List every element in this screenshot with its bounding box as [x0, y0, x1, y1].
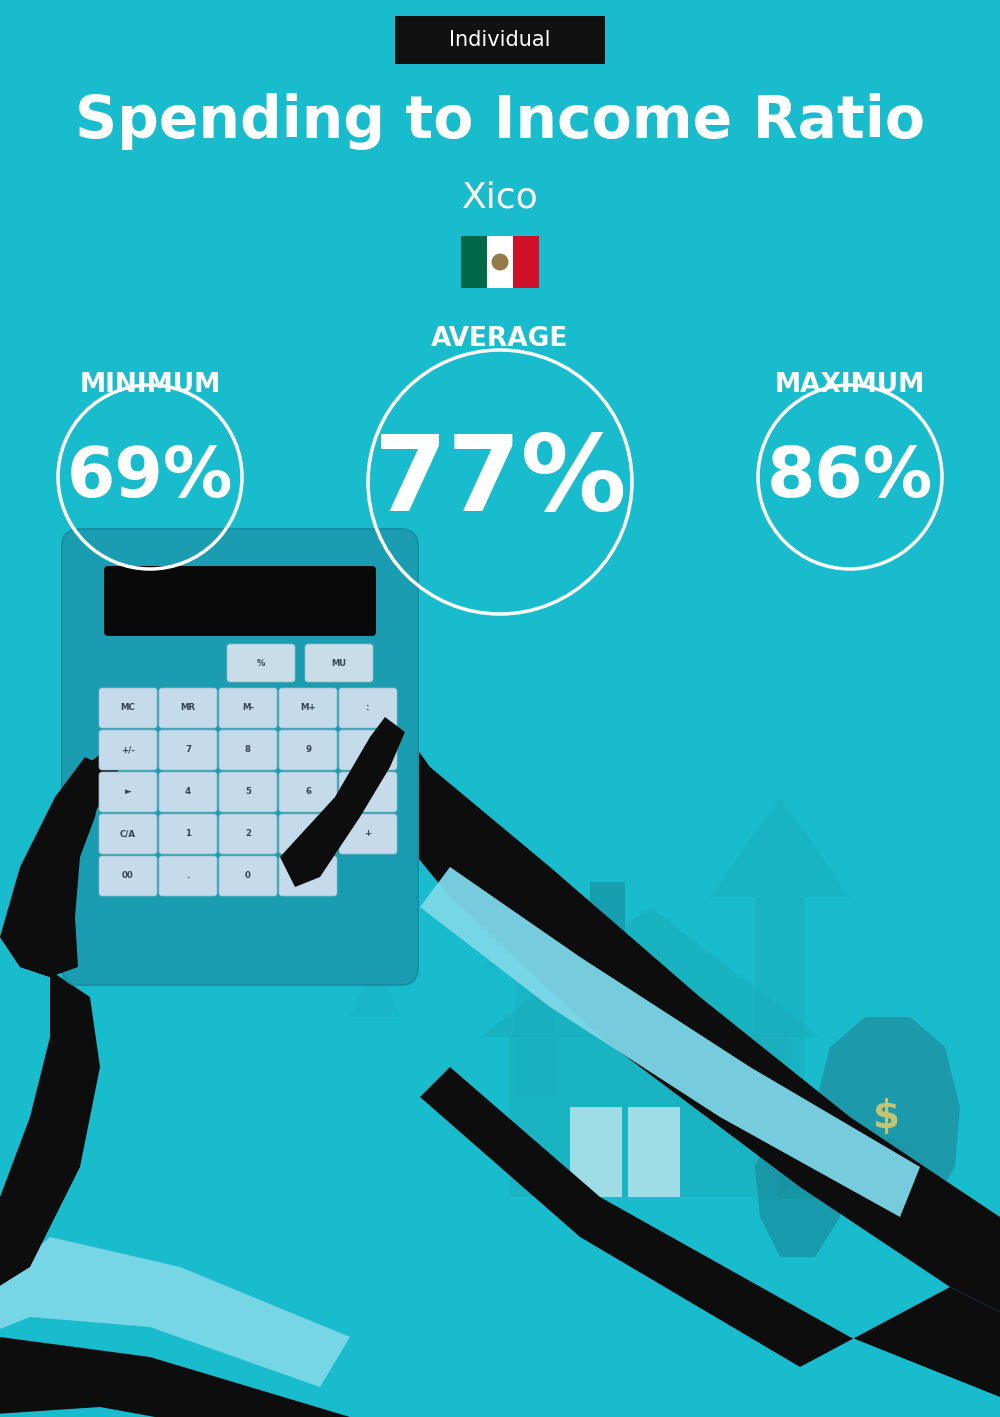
Polygon shape: [0, 757, 105, 976]
Text: Individual: Individual: [449, 30, 551, 50]
FancyBboxPatch shape: [780, 1163, 910, 1173]
Text: -: -: [366, 788, 370, 796]
Text: 9: 9: [305, 745, 311, 754]
FancyBboxPatch shape: [339, 730, 397, 769]
FancyBboxPatch shape: [99, 813, 157, 854]
Polygon shape: [755, 1117, 845, 1257]
Text: ►: ►: [125, 788, 131, 796]
FancyBboxPatch shape: [219, 772, 277, 812]
Polygon shape: [480, 907, 820, 1037]
Polygon shape: [420, 867, 920, 1217]
Text: .: .: [186, 871, 190, 880]
FancyBboxPatch shape: [99, 730, 157, 769]
FancyBboxPatch shape: [461, 237, 487, 288]
FancyBboxPatch shape: [159, 772, 217, 812]
Text: C/A: C/A: [120, 829, 136, 839]
Text: MINIMUM: MINIMUM: [79, 373, 221, 398]
FancyBboxPatch shape: [780, 1187, 910, 1197]
Text: 00: 00: [122, 871, 134, 880]
FancyBboxPatch shape: [159, 856, 217, 896]
FancyBboxPatch shape: [780, 1139, 910, 1149]
Text: AVERAGE: AVERAGE: [431, 326, 569, 351]
FancyBboxPatch shape: [513, 237, 539, 288]
FancyBboxPatch shape: [279, 772, 337, 812]
FancyBboxPatch shape: [780, 1175, 910, 1185]
Polygon shape: [340, 717, 1000, 1338]
FancyBboxPatch shape: [487, 237, 513, 288]
Text: M+: M+: [300, 703, 316, 713]
FancyBboxPatch shape: [590, 881, 625, 937]
Polygon shape: [0, 937, 100, 1316]
FancyBboxPatch shape: [279, 730, 337, 769]
FancyBboxPatch shape: [279, 856, 337, 896]
FancyBboxPatch shape: [219, 856, 277, 896]
Text: 5: 5: [245, 788, 251, 796]
Text: 69%: 69%: [67, 444, 233, 510]
Polygon shape: [815, 1017, 960, 1217]
Text: %: %: [257, 659, 265, 667]
Circle shape: [492, 254, 509, 271]
FancyBboxPatch shape: [279, 689, 337, 728]
Text: MAXIMUM: MAXIMUM: [775, 373, 925, 398]
FancyBboxPatch shape: [159, 689, 217, 728]
FancyBboxPatch shape: [104, 565, 376, 636]
FancyBboxPatch shape: [62, 529, 418, 985]
Text: 6: 6: [305, 788, 311, 796]
FancyBboxPatch shape: [219, 689, 277, 728]
FancyBboxPatch shape: [339, 772, 397, 812]
Text: M-: M-: [242, 703, 254, 713]
FancyBboxPatch shape: [510, 1034, 790, 1197]
Text: x: x: [365, 745, 371, 754]
FancyBboxPatch shape: [780, 1151, 910, 1161]
Text: 2: 2: [245, 829, 251, 839]
FancyBboxPatch shape: [219, 730, 277, 769]
FancyBboxPatch shape: [227, 643, 295, 682]
Text: 3: 3: [305, 829, 311, 839]
FancyBboxPatch shape: [99, 689, 157, 728]
FancyBboxPatch shape: [305, 643, 373, 682]
Text: $: $: [874, 1098, 900, 1136]
Text: 1: 1: [185, 829, 191, 839]
Polygon shape: [710, 796, 850, 1097]
Text: Spending to Income Ratio: Spending to Income Ratio: [75, 94, 925, 150]
FancyBboxPatch shape: [219, 813, 277, 854]
Text: 77%: 77%: [374, 431, 626, 533]
Text: :: :: [366, 703, 370, 713]
Text: 86%: 86%: [767, 444, 933, 510]
Polygon shape: [280, 717, 405, 887]
FancyBboxPatch shape: [339, 689, 397, 728]
Text: MC: MC: [121, 703, 135, 713]
Text: +/-: +/-: [121, 745, 135, 754]
Text: 8: 8: [245, 745, 251, 754]
Polygon shape: [350, 956, 400, 1017]
Polygon shape: [420, 1067, 1000, 1417]
FancyBboxPatch shape: [159, 813, 217, 854]
FancyBboxPatch shape: [99, 772, 157, 812]
Text: MR: MR: [180, 703, 196, 713]
FancyBboxPatch shape: [395, 16, 605, 64]
FancyBboxPatch shape: [570, 1107, 622, 1197]
Text: Xico: Xico: [462, 180, 538, 214]
Polygon shape: [65, 747, 120, 837]
Polygon shape: [0, 1237, 350, 1387]
Text: +: +: [364, 829, 372, 839]
Text: 7: 7: [185, 745, 191, 754]
FancyBboxPatch shape: [628, 1107, 680, 1197]
Text: =: =: [304, 871, 312, 880]
Text: $: $: [792, 1168, 808, 1187]
Text: 4: 4: [185, 788, 191, 796]
FancyBboxPatch shape: [339, 813, 397, 854]
FancyBboxPatch shape: [99, 856, 157, 896]
Polygon shape: [485, 881, 585, 1097]
FancyBboxPatch shape: [279, 813, 337, 854]
FancyBboxPatch shape: [159, 730, 217, 769]
Text: MU: MU: [332, 659, 347, 667]
Text: 0: 0: [245, 871, 251, 880]
Polygon shape: [0, 1338, 350, 1417]
